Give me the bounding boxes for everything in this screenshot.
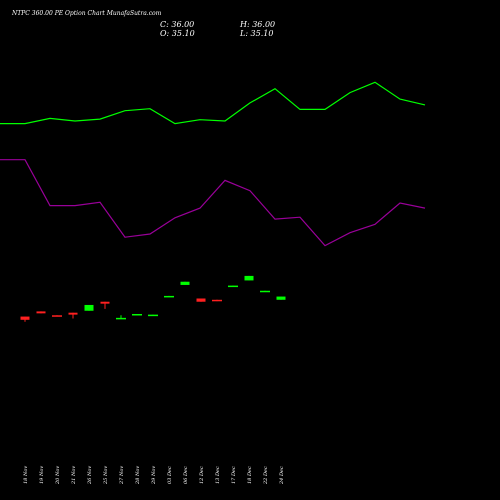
x-tick-label: 12 Dec	[199, 466, 205, 484]
x-tick-label: 29 Nov	[151, 466, 157, 485]
candle-body	[228, 285, 238, 288]
candle	[100, 301, 110, 309]
candle-body	[196, 298, 206, 302]
x-tick-label: 22 Dec	[263, 466, 269, 485]
x-tick-label: 19 Nov	[39, 466, 45, 484]
candle	[196, 298, 206, 302]
candle	[132, 313, 142, 316]
candle	[180, 281, 190, 285]
candle	[36, 311, 46, 314]
candle	[260, 290, 270, 293]
candle	[244, 275, 254, 281]
x-tick-label: 18 Dec	[247, 466, 253, 484]
lower-line	[0, 159, 426, 247]
x-tick-label: 25 Nov	[103, 466, 109, 485]
x-tick-label: 28 Nov	[135, 466, 141, 485]
candle	[228, 285, 238, 288]
x-tick-label: 27 Nov	[119, 466, 125, 485]
candle-body	[164, 295, 174, 298]
candle	[20, 316, 30, 322]
candle-body	[276, 296, 286, 300]
x-tick-label: 06 Dec	[183, 466, 189, 484]
x-tick-label: 03 Dec	[167, 466, 173, 484]
candle-body	[36, 311, 46, 314]
x-tick-label: 13 Dec	[215, 466, 221, 484]
candle	[52, 315, 62, 317]
x-tick-label: 17 Dec	[231, 466, 237, 484]
x-tick-label: 21 Nov	[71, 466, 77, 485]
candle	[116, 315, 126, 320]
candle-body	[100, 301, 110, 304]
x-tick-label: 18 Nov	[23, 466, 29, 484]
low-value: L: 35.10	[240, 29, 274, 38]
high-value: H: 36.00	[240, 20, 276, 29]
x-tick-label: 26 Nov	[87, 466, 93, 485]
indicator-lines	[0, 81, 426, 247]
close-value: C: 36.00	[160, 20, 195, 29]
candle	[164, 295, 174, 298]
x-axis: 18 Nov 19 Nov 20 Nov 21 Nov 26 Nov 25 Nov 27 N…	[23, 466, 285, 485]
candles	[20, 275, 286, 322]
candle-body	[212, 299, 222, 302]
candle-body	[84, 304, 94, 311]
candle-body	[52, 315, 62, 317]
chart-title: NTPC 360.00 PE Option Chart MunafaSutra.…	[12, 10, 162, 17]
candle	[68, 312, 78, 319]
candle-body	[260, 290, 270, 293]
upper-line	[0, 81, 426, 125]
open-value: O: 35.10	[160, 29, 195, 38]
candle	[84, 304, 94, 311]
candle-body	[132, 313, 142, 316]
candle	[212, 299, 222, 302]
candle-body	[20, 316, 30, 320]
candle	[148, 314, 158, 317]
candle	[276, 296, 286, 300]
candle-body	[148, 314, 158, 317]
x-tick-label: 20 Nov	[55, 466, 61, 485]
candle-body	[244, 275, 254, 281]
x-tick-label: 24 Dec	[279, 466, 285, 485]
candle-body	[68, 312, 78, 315]
candle-body	[116, 317, 126, 320]
candle-body	[180, 281, 190, 285]
